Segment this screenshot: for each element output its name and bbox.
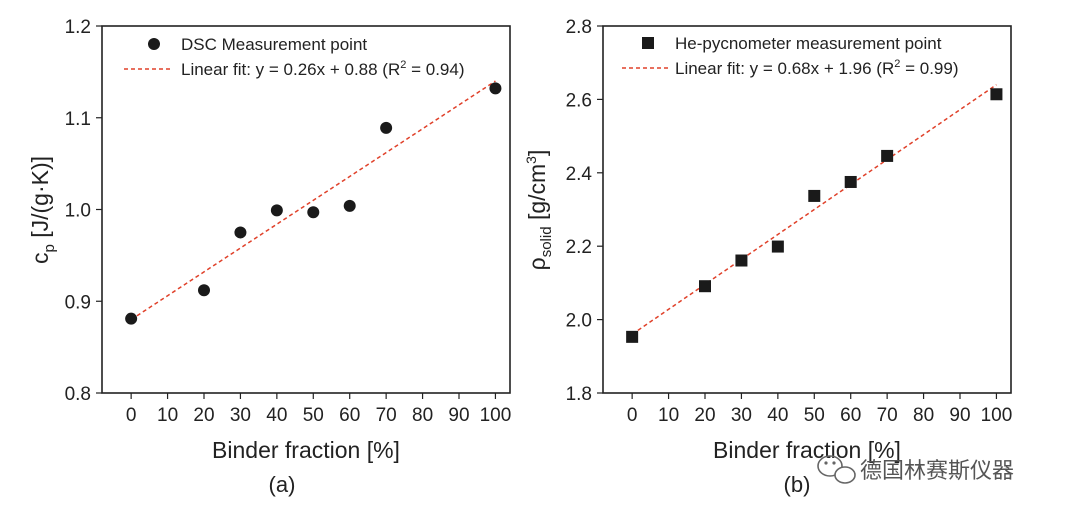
y-tick-label: 2.4	[566, 164, 593, 185]
panel-a-data-points	[125, 82, 502, 325]
x-tick-label: 80	[412, 405, 433, 426]
data-point	[125, 312, 138, 325]
y-tick-label: 2.8	[566, 17, 592, 38]
x-tick-label: 50	[804, 405, 825, 426]
panel-b-ticks: 0 10 20 30 40 50 60 70 80 90 100 1.8 2.0 2.2 2.4 2.6 2.8	[566, 17, 1013, 426]
panel-a-axes-frame	[101, 25, 511, 394]
x-tick-label: 80	[913, 405, 934, 426]
panel-a-legend: DSC Measurement point Linear fit: y = 0.…	[124, 35, 464, 79]
data-point	[343, 199, 356, 212]
x-tick-label: 100	[480, 405, 512, 426]
x-tick-label: 90	[448, 405, 469, 426]
panel-b-legend-point-label: He-pycnometer measurement point	[675, 34, 942, 53]
x-tick-label: 60	[840, 405, 861, 426]
panel-a-label: (a)	[269, 472, 296, 497]
panel-b-legend-fit-label: Linear fit: y = 0.68x + 1.96 (R2 = 0.99)	[675, 58, 958, 78]
x-tick-label: 0	[126, 405, 137, 426]
data-point	[735, 254, 748, 267]
data-point	[489, 82, 502, 95]
x-tick-label: 90	[949, 405, 970, 426]
data-point	[808, 189, 821, 202]
x-tick-label: 30	[230, 405, 251, 426]
panel-b-label: (b)	[784, 472, 811, 497]
data-point	[270, 204, 283, 217]
wechat-icon	[817, 455, 856, 484]
panel-a-legend-fit-label: Linear fit: y = 0.26x + 0.88 (R2 = 0.94)	[181, 59, 464, 79]
x-tick-label: 70	[376, 405, 397, 426]
panel-b-legend: He-pycnometer measurement point Linear f…	[622, 34, 958, 78]
panel-b-axes-frame	[602, 25, 1012, 394]
data-point	[990, 88, 1003, 101]
panel-b-fit-line	[631, 84, 997, 335]
y-tick-label: 1.8	[566, 384, 592, 405]
x-tick-label: 20	[193, 405, 214, 426]
y-tick-label: 1.0	[65, 201, 91, 222]
panel-b-chart: 0 10 20 30 40 50 60 70 80 90 100 1.8 2.0 2.2 2.4 2.6 2.8…	[523, 17, 1012, 497]
x-tick-label: 10	[658, 405, 679, 426]
data-point	[626, 330, 639, 343]
panel-b-legend-marker	[642, 37, 654, 49]
data-point	[307, 206, 320, 219]
x-tick-label: 50	[303, 405, 324, 426]
y-tick-label: 1.2	[65, 17, 91, 38]
x-tick-label: 40	[266, 405, 287, 426]
x-tick-label: 10	[157, 405, 178, 426]
x-tick-label: 0	[627, 405, 638, 426]
data-point	[234, 226, 247, 239]
y-tick-label: 0.8	[65, 384, 91, 405]
x-tick-label: 40	[767, 405, 788, 426]
data-point	[844, 175, 857, 188]
y-tick-label: 2.0	[566, 311, 592, 332]
x-tick-label: 20	[694, 405, 715, 426]
panel-a-ticks: 0 10 20 30 40 50 60 70 80 90 100 0.8 0.9 1.0 1.1 1.2	[65, 17, 512, 426]
panel-a-fit-line	[130, 80, 496, 321]
panel-a-legend-point-label: DSC Measurement point	[181, 35, 367, 54]
panel-b-data-points	[626, 88, 1003, 343]
panel-a-chart: 0 10 20 30 40 50 60 70 80 90 100 0.8 0.9 1.0 1.1 1.2 DS…	[27, 17, 511, 497]
x-tick-label: 100	[981, 405, 1013, 426]
y-tick-label: 1.1	[65, 109, 91, 130]
x-tick-label: 60	[339, 405, 360, 426]
panel-a-y-axis-title: cp [J/(g·K)]	[27, 156, 58, 264]
panel-a-x-axis-title: Binder fraction [%]	[212, 437, 400, 463]
panel-a-legend-marker	[148, 38, 160, 50]
data-point	[699, 280, 711, 293]
x-tick-label: 30	[731, 405, 752, 426]
panel-b-x-axis-title: Binder fraction [%]	[713, 437, 901, 463]
y-tick-label: 0.9	[65, 292, 91, 313]
panel-b-y-axis-title: ρsolid [g/cm3]	[523, 150, 555, 271]
data-point	[198, 284, 210, 297]
y-tick-label: 2.2	[566, 237, 592, 258]
y-tick-label: 2.6	[566, 90, 592, 111]
watermark-text: 德国林赛斯仪器	[860, 459, 1014, 484]
data-point	[881, 149, 894, 162]
data-point	[771, 240, 784, 253]
watermark: 德国林赛斯仪器	[817, 455, 1014, 484]
x-tick-label: 70	[877, 405, 898, 426]
data-point	[380, 121, 393, 134]
